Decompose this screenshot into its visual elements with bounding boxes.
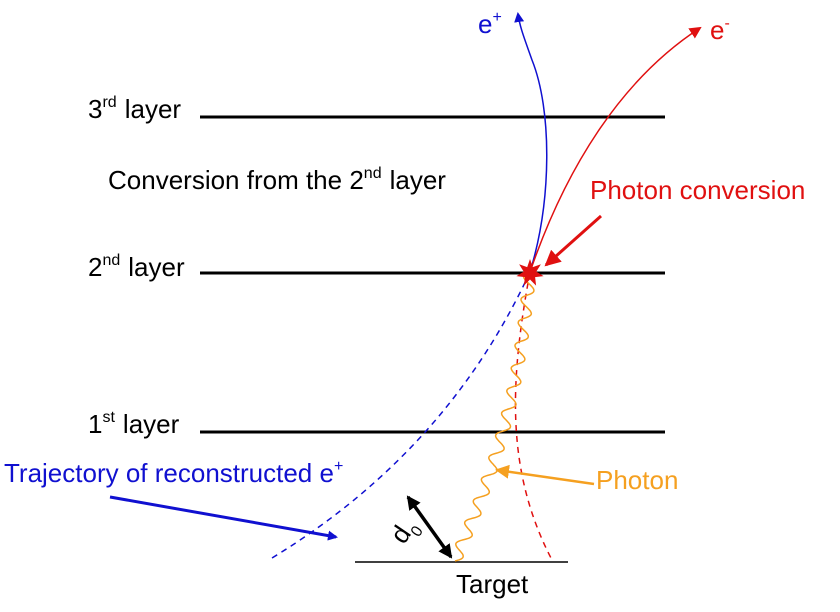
photon-track [454, 271, 535, 562]
photon-arrow [495, 464, 595, 486]
first-layer-label: 1st layer [88, 409, 180, 439]
d0-distance-arrow [406, 495, 453, 559]
trajectory-label: Trajectory of reconstructed e+ [4, 458, 343, 488]
conversion-point-star [516, 259, 544, 286]
positron-label: e+ [478, 9, 502, 39]
target-label: Target [456, 569, 529, 599]
conversion-note: Conversion from the 2nd layer [108, 165, 446, 195]
reconstructed-positron-trajectory [271, 271, 531, 559]
trajectory-arrow [109, 495, 338, 541]
electron-label: e- [710, 15, 730, 45]
electron-track [529, 26, 702, 273]
photon-conversion-label: Photon conversion [590, 175, 805, 205]
electron-dashed-track [514, 271, 553, 561]
photon-conversion-arrow [544, 214, 602, 267]
third-layer-label: 3rd layer [88, 94, 181, 124]
photon-label: Photon [596, 465, 678, 495]
second-layer-label: 2nd layer [88, 252, 185, 282]
positron-track [514, 12, 548, 273]
d0-label: d0 [384, 513, 427, 553]
svg-text:d0: d0 [384, 513, 427, 553]
